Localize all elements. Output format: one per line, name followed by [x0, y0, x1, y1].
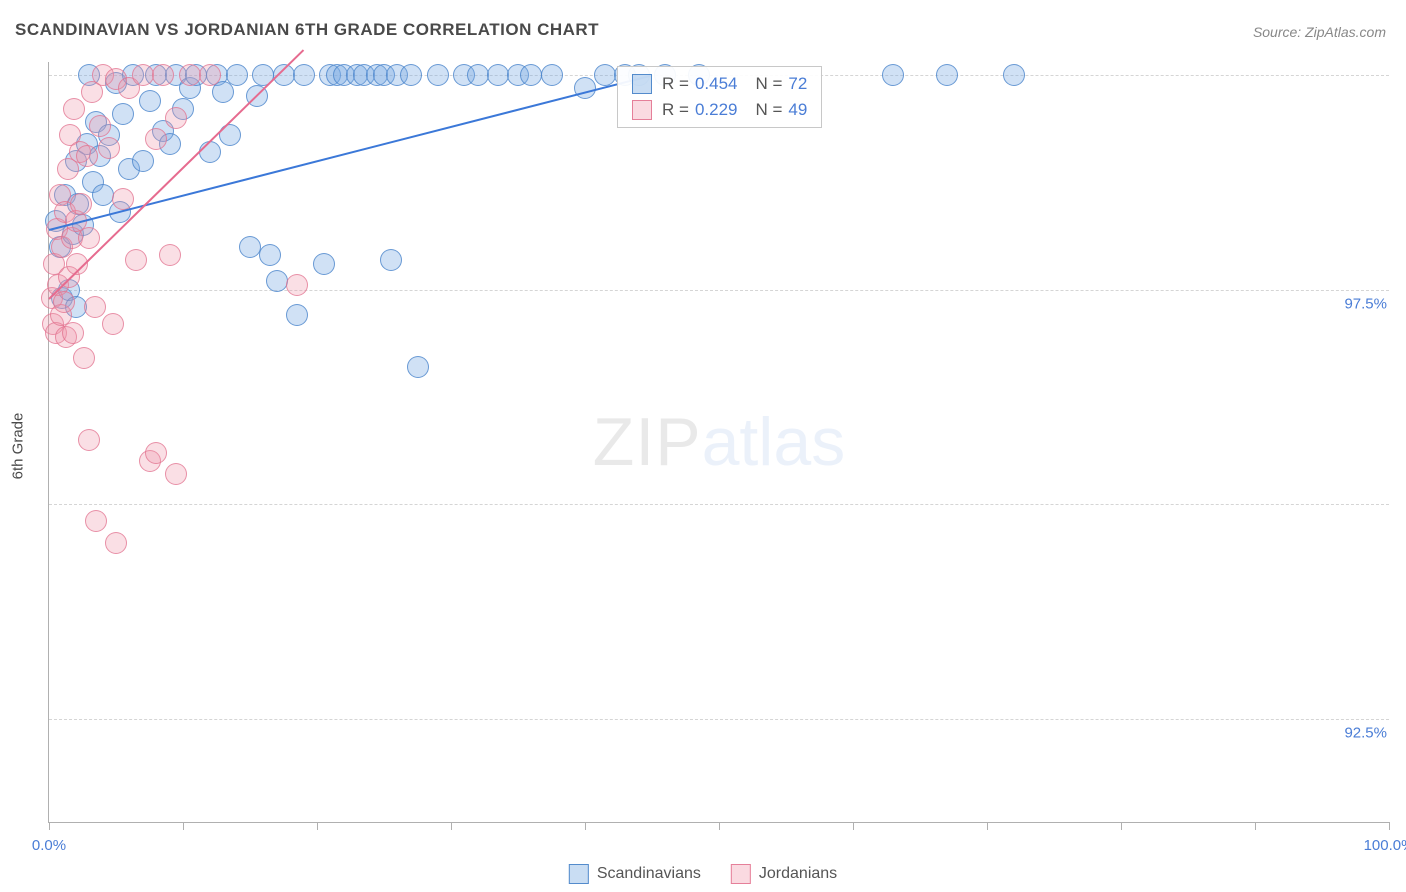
x-tick	[1255, 822, 1256, 830]
grid-line	[49, 504, 1389, 505]
data-point-scandinavians[interactable]	[594, 64, 616, 86]
legend-swatch-icon	[569, 864, 589, 884]
x-tick-label: 0.0%	[32, 837, 66, 854]
data-point-jordanians[interactable]	[286, 274, 308, 296]
data-point-scandinavians[interactable]	[313, 253, 335, 275]
data-point-scandinavians[interactable]	[541, 64, 563, 86]
data-point-scandinavians[interactable]	[427, 64, 449, 86]
data-point-jordanians[interactable]	[145, 442, 167, 464]
stats-n-label: N =	[755, 100, 782, 120]
legend-swatch-icon	[731, 864, 751, 884]
data-point-jordanians[interactable]	[145, 128, 167, 150]
grid-line	[49, 290, 1389, 291]
stats-n-value: 49	[788, 100, 807, 120]
stats-n-value: 72	[788, 74, 807, 94]
data-point-scandinavians[interactable]	[400, 64, 422, 86]
data-point-jordanians[interactable]	[179, 64, 201, 86]
stats-r-label: R =	[662, 74, 689, 94]
y-tick-label: 92.5%	[1340, 724, 1391, 741]
legend: Scandinavians Jordanians	[569, 864, 837, 884]
data-point-jordanians[interactable]	[78, 429, 100, 451]
data-point-scandinavians[interactable]	[286, 304, 308, 326]
data-point-jordanians[interactable]	[73, 347, 95, 369]
data-point-scandinavians[interactable]	[293, 64, 315, 86]
data-point-scandinavians[interactable]	[520, 64, 542, 86]
data-point-jordanians[interactable]	[199, 64, 221, 86]
legend-label: Scandinavians	[597, 865, 701, 883]
stats-r-label: R =	[662, 100, 689, 120]
data-point-scandinavians[interactable]	[199, 141, 221, 163]
data-point-scandinavians[interactable]	[92, 184, 114, 206]
x-tick-label: 100.0%	[1364, 837, 1406, 854]
data-point-jordanians[interactable]	[98, 137, 120, 159]
data-point-jordanians[interactable]	[105, 532, 127, 554]
y-axis-label: 6th Grade	[10, 413, 27, 480]
legend-item-scandinavians[interactable]: Scandinavians	[569, 864, 701, 884]
grid-line	[49, 719, 1389, 720]
watermark-atlas: atlas	[702, 404, 846, 480]
data-point-scandinavians[interactable]	[112, 103, 134, 125]
legend-label: Jordanians	[759, 865, 837, 883]
data-point-scandinavians[interactable]	[380, 249, 402, 271]
watermark: ZIPatlas	[593, 403, 845, 481]
data-point-jordanians[interactable]	[152, 64, 174, 86]
data-point-scandinavians[interactable]	[407, 356, 429, 378]
data-point-jordanians[interactable]	[165, 107, 187, 129]
data-point-scandinavians[interactable]	[266, 270, 288, 292]
data-point-scandinavians[interactable]	[132, 150, 154, 172]
stats-box: R = 0.454 N = 72 R = 0.229 N = 49	[617, 66, 822, 128]
x-tick	[1121, 822, 1122, 830]
y-tick-label: 97.5%	[1340, 295, 1391, 312]
data-point-jordanians[interactable]	[84, 296, 106, 318]
data-point-jordanians[interactable]	[63, 98, 85, 120]
data-point-scandinavians[interactable]	[936, 64, 958, 86]
data-point-scandinavians[interactable]	[467, 64, 489, 86]
x-tick	[317, 822, 318, 830]
x-tick	[585, 822, 586, 830]
data-point-scandinavians[interactable]	[239, 236, 261, 258]
stats-r-value: 0.229	[695, 100, 738, 120]
stats-r-value: 0.454	[695, 74, 738, 94]
data-point-jordanians[interactable]	[159, 244, 181, 266]
data-point-scandinavians[interactable]	[1003, 64, 1025, 86]
stats-row-jordanians: R = 0.229 N = 49	[618, 97, 821, 123]
legend-item-jordanians[interactable]: Jordanians	[731, 864, 837, 884]
data-point-jordanians[interactable]	[165, 463, 187, 485]
data-point-jordanians[interactable]	[78, 227, 100, 249]
x-tick	[853, 822, 854, 830]
source-attribution: Source: ZipAtlas.com	[1253, 24, 1386, 40]
data-point-jordanians[interactable]	[76, 145, 98, 167]
data-point-jordanians[interactable]	[62, 322, 84, 344]
data-point-scandinavians[interactable]	[259, 244, 281, 266]
x-tick	[1389, 822, 1390, 830]
x-tick	[183, 822, 184, 830]
data-point-jordanians[interactable]	[132, 64, 154, 86]
data-point-scandinavians[interactable]	[226, 64, 248, 86]
data-point-scandinavians[interactable]	[139, 90, 161, 112]
stats-row-scandinavians: R = 0.454 N = 72	[618, 71, 821, 97]
x-tick	[987, 822, 988, 830]
x-tick	[49, 822, 50, 830]
data-point-jordanians[interactable]	[70, 193, 92, 215]
x-tick	[451, 822, 452, 830]
data-point-jordanians[interactable]	[102, 313, 124, 335]
data-point-jordanians[interactable]	[89, 115, 111, 137]
data-point-scandinavians[interactable]	[882, 64, 904, 86]
data-point-jordanians[interactable]	[125, 249, 147, 271]
data-point-jordanians[interactable]	[53, 291, 75, 313]
stats-swatch-icon	[632, 100, 652, 120]
watermark-zip: ZIP	[593, 404, 702, 480]
data-point-jordanians[interactable]	[85, 510, 107, 532]
data-point-scandinavians[interactable]	[487, 64, 509, 86]
plot-area: ZIPatlas R = 0.454 N = 72 R = 0.229 N = 49 92.5…	[48, 62, 1389, 823]
chart-title: SCANDINAVIAN VS JORDANIAN 6TH GRADE CORR…	[15, 20, 599, 40]
x-tick	[719, 822, 720, 830]
stats-n-label: N =	[755, 74, 782, 94]
stats-swatch-icon	[632, 74, 652, 94]
